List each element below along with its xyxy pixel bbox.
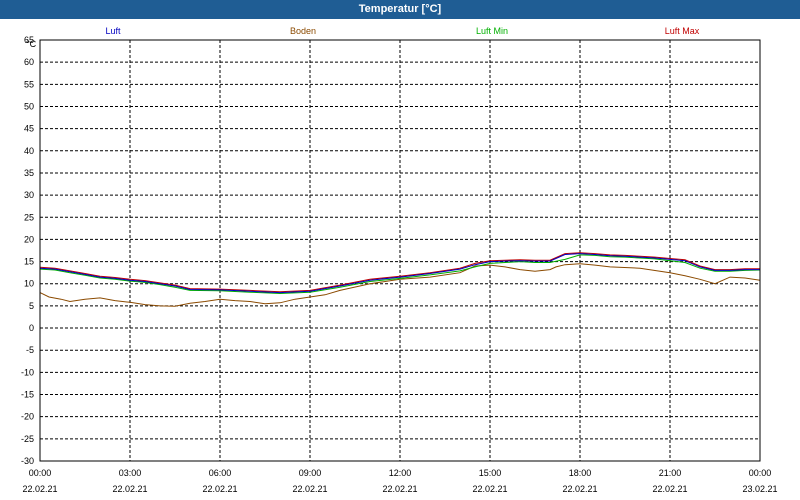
- y-tick-label: 15: [24, 257, 34, 267]
- x-tick-time: 00:00: [749, 468, 772, 478]
- x-tick-time: 03:00: [119, 468, 142, 478]
- x-tick-date: 22.02.21: [22, 484, 57, 494]
- y-tick-label: 40: [24, 146, 34, 156]
- series-line-luft-max: [39, 252, 760, 293]
- y-tick-label: 5: [29, 301, 34, 311]
- x-tick-date: 22.02.21: [292, 484, 327, 494]
- y-tick-label: 0: [29, 323, 34, 333]
- grid: [40, 39, 760, 461]
- y-tick-label: -30: [21, 456, 34, 466]
- x-tick-date: 22.02.21: [652, 484, 687, 494]
- y-tick-label: 25: [24, 212, 34, 222]
- y-tick-label: -5: [26, 345, 34, 355]
- x-tick-time: 06:00: [209, 468, 232, 478]
- x-tick-time: 00:00: [29, 468, 52, 478]
- chart-title: Temperatur [°C]: [358, 3, 442, 15]
- x-tick-time: 21:00: [659, 468, 682, 478]
- y-tick-label: 45: [24, 124, 34, 134]
- y-tick-label: 50: [24, 101, 34, 111]
- y-tick-label: -25: [21, 434, 34, 444]
- y-tick-label: -20: [21, 412, 34, 422]
- plot-frame: [39, 39, 761, 462]
- y-tick-label: 20: [24, 234, 34, 244]
- x-tick-date: 22.02.21: [562, 484, 597, 494]
- y-tick-label: 60: [24, 57, 34, 67]
- series-line-luft-min: [39, 254, 761, 295]
- x-tick-time: 18:00: [569, 468, 592, 478]
- x-tick-date: 22.02.21: [472, 484, 507, 494]
- y-tick-label: -15: [21, 390, 34, 400]
- y-tick-label: 55: [24, 79, 34, 89]
- legend: Luft Boden Luft Min Luft Max: [105, 26, 699, 36]
- series-line-luft: [39, 253, 760, 294]
- plot-border: [39, 39, 761, 462]
- x-tick-date: 23.02.21: [742, 484, 777, 494]
- x-tick-time: 09:00: [299, 468, 322, 478]
- y-tick-labels: 65605550454035302520151050-5-10-15-20-25…: [21, 35, 34, 466]
- legend-entry: Luft Max: [665, 26, 700, 36]
- legend-entry: Luft Min: [476, 26, 508, 36]
- x-tick-date: 22.02.21: [112, 484, 147, 494]
- y-tick-label: 30: [24, 190, 34, 200]
- series-line-boden: [39, 263, 761, 307]
- y-tick-label: -10: [21, 367, 34, 377]
- y-tick-label: 10: [24, 279, 34, 289]
- series-lines: [39, 252, 761, 307]
- chart-title-bar: Temperatur [°C]: [0, 0, 800, 19]
- x-tick-time: 15:00: [479, 468, 502, 478]
- y-tick-label: 65: [24, 35, 34, 45]
- x-tick-date: 22.02.21: [382, 484, 417, 494]
- x-tick-time: 12:00: [389, 468, 412, 478]
- legend-entry: Boden: [290, 26, 316, 36]
- x-tick-date: 22.02.21: [202, 484, 237, 494]
- legend-entry: Luft: [105, 26, 121, 36]
- y-tick-label: 35: [24, 168, 34, 178]
- x-tick-labels: 00:00 22.02.21 03:00 22.02.21 06:00 22.02.21 0…: [22, 468, 777, 494]
- temperature-chart: 65605550454035302520151050-5-10-15-20-25…: [21, 26, 778, 494]
- y-axis-unit-label: °C: [26, 39, 37, 49]
